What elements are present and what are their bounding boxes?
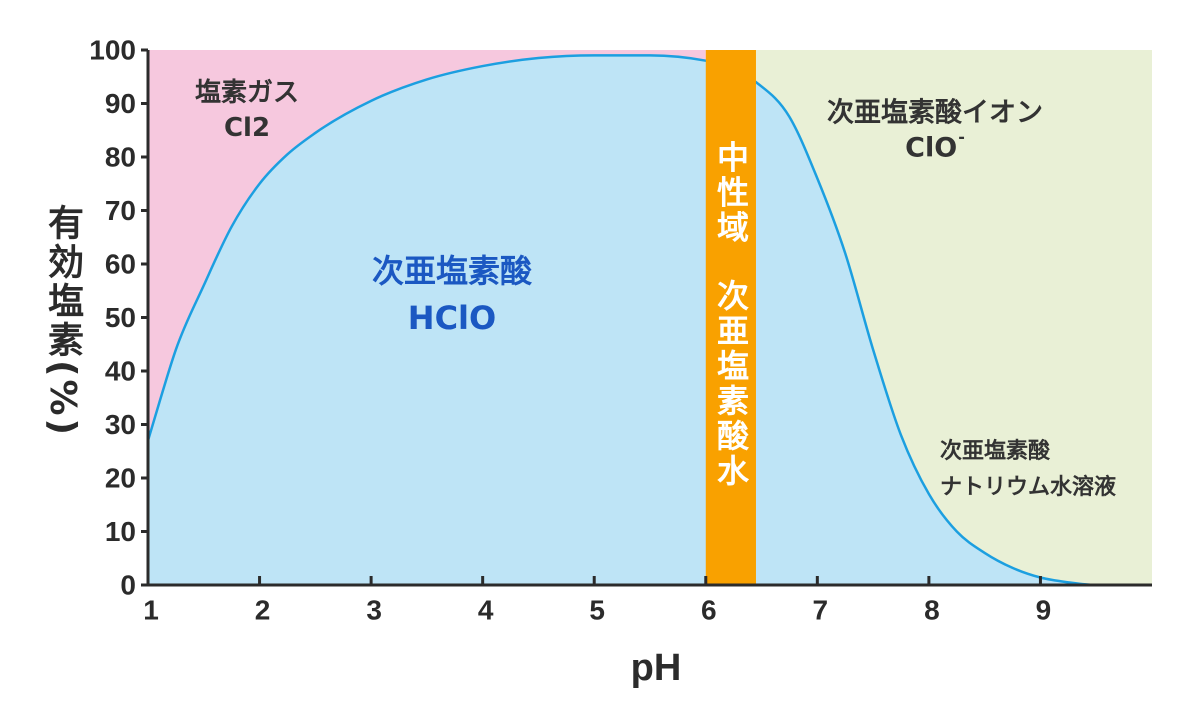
x-tick-label: 7	[813, 595, 829, 626]
x-tick-label: 3	[366, 595, 382, 626]
label-sodium-hypochlorite-line2: ナトリウム水溶液	[940, 475, 1117, 500]
y-tick-label: 10	[105, 516, 136, 547]
hclo-area	[148, 55, 1152, 586]
label-sodium-hypochlorite-line1: 次亜塩素酸	[940, 439, 1051, 464]
x-tick-label: 2	[255, 595, 271, 626]
label-neutral-zone: 中性域	[712, 140, 750, 246]
label-hypochlorite-ion-formula: ClO-	[905, 129, 965, 164]
y-tick-label: 90	[105, 88, 136, 119]
neutral-zone-band	[705, 50, 756, 585]
charge-superscript: -	[958, 127, 965, 147]
y-tick-label: 100	[89, 35, 136, 66]
label-hypochlorous-acid: 次亜塩素酸	[371, 252, 533, 290]
label-hypochlorous-acid-formula: HClO	[407, 299, 497, 337]
x-tick-label: 9	[1036, 595, 1052, 626]
x-tick-label: 1	[143, 595, 159, 626]
y-tick-label: 70	[105, 195, 136, 226]
y-tick-label: 0	[120, 570, 136, 601]
y-tick-label: 50	[105, 302, 136, 333]
x-tick-label: 8	[924, 595, 940, 626]
label-hypochlorite-ion: 次亜塩素酸イオン	[827, 97, 1043, 129]
label-chlorine-gas: 塩素ガス	[194, 78, 300, 108]
y-tick-label: 80	[105, 142, 136, 173]
neutral-zone-layer	[705, 50, 756, 585]
x-tick-label: 5	[589, 595, 605, 626]
y-tick-label: 40	[105, 356, 136, 387]
y-axis-label: 有効塩素(%)	[42, 204, 83, 438]
x-axis-label: pH	[630, 647, 682, 689]
y-tick-label: 20	[105, 463, 136, 494]
x-tick-label: 6	[701, 595, 717, 626]
label-hypochlorous-water: 次亜塩素酸水	[712, 279, 750, 489]
y-tick-label: 30	[105, 409, 136, 440]
y-tick-label: 60	[105, 249, 136, 280]
label-chlorine-gas-formula: Cl2	[223, 113, 271, 143]
x-tick-label: 4	[478, 595, 494, 626]
formula-text: ClO	[905, 132, 958, 164]
